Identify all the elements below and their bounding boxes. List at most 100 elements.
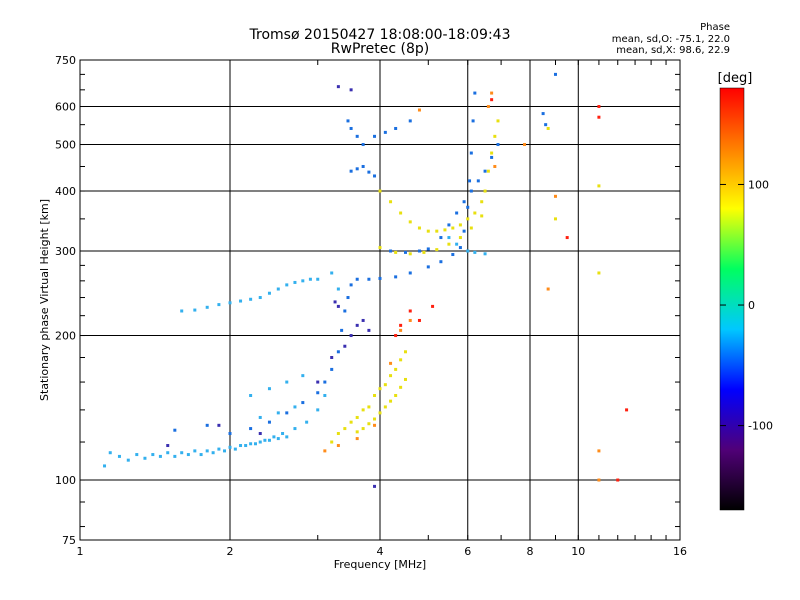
data-point bbox=[346, 119, 350, 123]
chart-subtitle: RwPretec (8p) bbox=[330, 41, 430, 57]
data-point bbox=[480, 200, 484, 204]
data-point bbox=[389, 374, 393, 378]
data-point bbox=[355, 323, 359, 327]
data-point bbox=[483, 189, 487, 193]
data-point bbox=[597, 449, 601, 453]
data-point bbox=[249, 394, 253, 398]
colorbar-ticks: 100 0 -100 bbox=[720, 178, 773, 433]
data-point bbox=[267, 291, 271, 295]
data-point bbox=[361, 143, 365, 147]
data-point bbox=[367, 277, 371, 281]
data-point bbox=[473, 91, 477, 95]
y-tick-label: 300 bbox=[55, 245, 76, 258]
data-point bbox=[490, 98, 494, 102]
data-point bbox=[408, 271, 412, 275]
y-tick-labels: 75 100 200 300 400 500 600 750 bbox=[55, 54, 76, 547]
data-point bbox=[253, 442, 257, 446]
data-point bbox=[180, 309, 184, 313]
data-point bbox=[466, 249, 470, 253]
data-point bbox=[373, 484, 377, 488]
data-point bbox=[249, 442, 253, 446]
data-point bbox=[285, 380, 289, 384]
data-point bbox=[473, 211, 477, 215]
data-point bbox=[217, 303, 221, 307]
data-point bbox=[553, 72, 557, 76]
data-point bbox=[417, 108, 421, 112]
x-tick-label: 6 bbox=[464, 545, 471, 558]
data-point bbox=[293, 427, 297, 431]
data-point bbox=[493, 164, 497, 168]
data-point bbox=[408, 318, 412, 322]
data-point bbox=[597, 271, 601, 275]
data-point bbox=[267, 438, 271, 442]
data-point bbox=[447, 236, 451, 240]
data-point bbox=[258, 415, 262, 419]
data-point bbox=[431, 304, 435, 308]
data-point bbox=[403, 250, 407, 254]
data-point bbox=[276, 437, 280, 441]
chart-title: Tromsø 20150427 18:08:00-18:09:43 bbox=[249, 27, 511, 43]
data-point bbox=[486, 169, 490, 173]
data-point bbox=[394, 334, 398, 338]
data-point bbox=[496, 119, 500, 123]
data-point bbox=[355, 415, 359, 419]
data-point bbox=[417, 226, 421, 230]
data-point bbox=[625, 408, 629, 412]
data-point bbox=[447, 223, 451, 227]
phase-line-x: mean, sd,X: 98.6, 22.9 bbox=[616, 45, 730, 56]
data-point bbox=[403, 350, 407, 354]
data-point bbox=[233, 447, 237, 451]
data-point bbox=[186, 453, 190, 457]
data-point bbox=[355, 277, 359, 281]
data-point bbox=[166, 451, 170, 455]
data-point bbox=[394, 367, 398, 371]
data-point bbox=[301, 401, 305, 405]
data-point bbox=[258, 432, 262, 436]
data-point bbox=[151, 453, 155, 457]
data-point bbox=[323, 394, 327, 398]
y-axis-label: Stationary phase Virtual Height [km] bbox=[38, 199, 51, 401]
data-point bbox=[330, 440, 334, 444]
x-tick-label: 10 bbox=[571, 545, 585, 558]
data-point bbox=[228, 432, 232, 436]
data-point bbox=[258, 440, 262, 444]
data-point bbox=[469, 189, 473, 193]
data-point bbox=[199, 453, 203, 457]
x-axis-label: Frequency [MHz] bbox=[334, 558, 426, 571]
data-point bbox=[281, 432, 285, 436]
data-point bbox=[466, 205, 470, 209]
x-tick-label: 8 bbox=[527, 545, 534, 558]
colorbar bbox=[719, 87, 745, 511]
data-point bbox=[244, 444, 248, 448]
data-point bbox=[373, 417, 377, 421]
data-point bbox=[403, 377, 407, 381]
data-point bbox=[346, 296, 350, 300]
data-point bbox=[373, 423, 377, 427]
data-point bbox=[439, 236, 443, 240]
data-point bbox=[301, 279, 305, 283]
data-point bbox=[439, 260, 443, 264]
data-point bbox=[451, 226, 455, 230]
data-point bbox=[258, 296, 262, 300]
data-point bbox=[336, 432, 340, 436]
data-point bbox=[361, 427, 365, 431]
data-point bbox=[316, 391, 320, 395]
data-point bbox=[367, 170, 371, 174]
x-tick-labels: 1 2 4 6 8 10 16 bbox=[77, 545, 688, 558]
data-point bbox=[316, 408, 320, 412]
data-point bbox=[323, 449, 327, 453]
data-point bbox=[228, 445, 232, 449]
data-point bbox=[469, 151, 473, 155]
data-point bbox=[223, 449, 227, 453]
data-point bbox=[343, 427, 347, 431]
data-point bbox=[249, 297, 253, 301]
data-point bbox=[272, 435, 276, 439]
data-point bbox=[462, 229, 466, 233]
data-point bbox=[158, 454, 162, 458]
data-point bbox=[394, 275, 398, 279]
data-point bbox=[546, 126, 550, 130]
data-point bbox=[493, 134, 497, 138]
x-tick-label: 4 bbox=[377, 545, 384, 558]
data-point bbox=[316, 277, 320, 281]
data-point bbox=[135, 453, 139, 457]
